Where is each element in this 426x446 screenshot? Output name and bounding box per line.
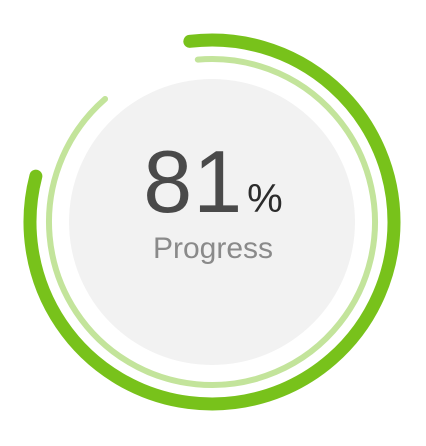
gauge-inner-arc	[46, 56, 378, 388]
progress-label: Progress	[152, 232, 274, 265]
progress-value: 81	[143, 132, 244, 231]
progress-unit: %	[247, 177, 283, 221]
gauge-outer-arc	[23, 33, 401, 411]
gauge-center-disc	[69, 79, 355, 365]
progress-value-row: 81%	[0, 138, 426, 226]
